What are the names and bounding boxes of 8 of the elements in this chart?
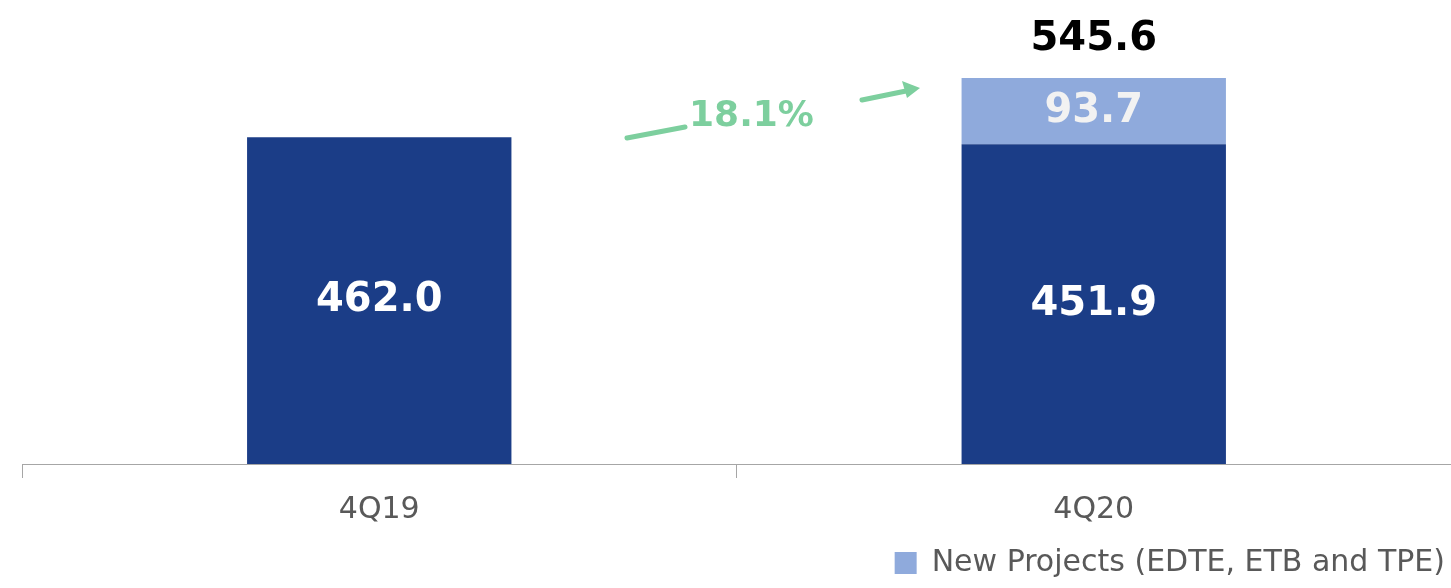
x-tick-label: 4Q19 bbox=[338, 489, 420, 525]
x-tick-label: 4Q20 bbox=[1053, 489, 1135, 525]
legend-label: New Projects (EDTE, ETB and TPE) bbox=[931, 542, 1445, 578]
annotation: 18.1% bbox=[689, 93, 814, 135]
data-label: 451.9 bbox=[1030, 277, 1158, 324]
data-label: 462.0 bbox=[315, 273, 443, 320]
total-label: 545.6 bbox=[1030, 13, 1158, 60]
data-label: 93.7 bbox=[1044, 84, 1144, 131]
